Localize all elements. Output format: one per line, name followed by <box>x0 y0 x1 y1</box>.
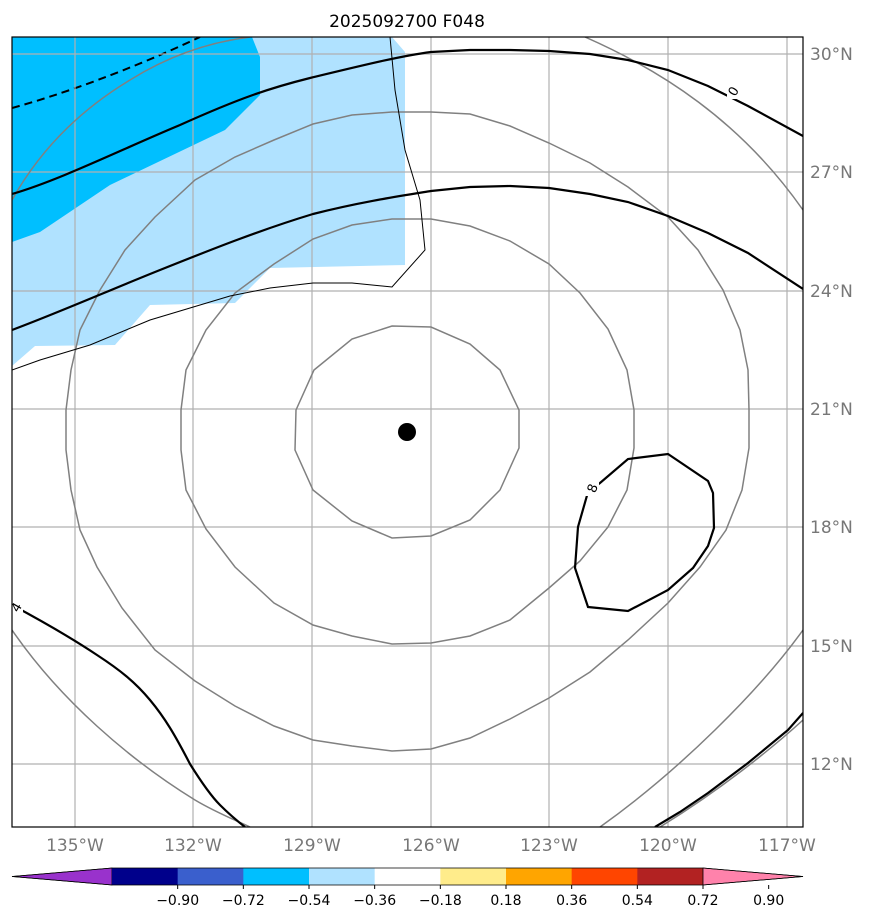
lon-label: 117°W <box>758 836 816 856</box>
graticule <box>12 37 803 827</box>
colorbar-extend-low <box>11 867 113 886</box>
colorbar-tick-label: 0.18 <box>490 893 521 909</box>
lat-label: 24°N <box>810 282 853 302</box>
lon-label: 129°W <box>283 836 341 856</box>
colorbar-segment <box>309 868 376 885</box>
colorbar: −0.90 −0.72 −0.54 −0.36 −0.18 0.18 0.36 0.54 0.7… <box>11 867 804 909</box>
lon-label: 132°W <box>164 836 222 856</box>
lat-labels: 30°N 27°N 24°N 21°N 18°N 15°N 12°N <box>810 45 853 775</box>
colorbar-segment <box>440 868 507 885</box>
map-area: 0 8 4 <box>12 37 803 827</box>
colorbar-outline <box>11 867 804 886</box>
colorbar-segment <box>637 868 704 885</box>
contour-label-4: 4 <box>12 599 26 615</box>
contour-label-0: 0 <box>726 83 743 99</box>
contour-label-8: 8 <box>585 480 602 496</box>
lat-label: 15°N <box>810 637 853 657</box>
colorbar-tick-label: 0.54 <box>622 893 653 909</box>
lat-label: 30°N <box>810 45 853 65</box>
figure-title: 2025092700 F048 <box>329 12 485 32</box>
colorbar-tick-label: −0.54 <box>288 893 331 909</box>
black-contours <box>12 48 803 827</box>
lon-label: 123°W <box>520 836 578 856</box>
colorbar-tick-label: −0.90 <box>156 893 199 909</box>
colorbar-tick-label: 0.90 <box>753 893 784 909</box>
lat-label: 12°N <box>810 755 853 775</box>
colorbar-segment <box>112 868 179 885</box>
colorbar-tick-label: −0.18 <box>419 893 462 909</box>
boundary-line <box>12 37 426 371</box>
colorbar-segment <box>571 868 638 885</box>
lon-label: 135°W <box>46 836 104 856</box>
colorbar-tick-label: 0.36 <box>556 893 587 909</box>
colorbar-segment <box>374 868 441 885</box>
lat-label: 27°N <box>810 163 853 183</box>
lon-label: 120°W <box>639 836 697 856</box>
colorbar-segment <box>506 868 573 885</box>
lat-label: 21°N <box>810 400 853 420</box>
colorbar-extend-high <box>702 867 804 886</box>
dashed-contour <box>12 37 201 109</box>
gray-contours <box>12 37 803 827</box>
colorbar-tick-label: −0.72 <box>222 893 265 909</box>
colorbar-segment <box>243 868 310 885</box>
lat-label: 18°N <box>810 518 853 538</box>
map-frame <box>11 36 804 828</box>
colorbar-segment <box>177 868 244 885</box>
colorbar-tick-label: −0.36 <box>353 893 396 909</box>
lon-labels: 135°W 132°W 129°W 126°W 123°W 120°W 117°… <box>46 836 816 856</box>
colorbar-tick-label: 0.72 <box>687 893 718 909</box>
storm-center-marker <box>398 423 416 441</box>
lon-label: 126°W <box>402 836 460 856</box>
